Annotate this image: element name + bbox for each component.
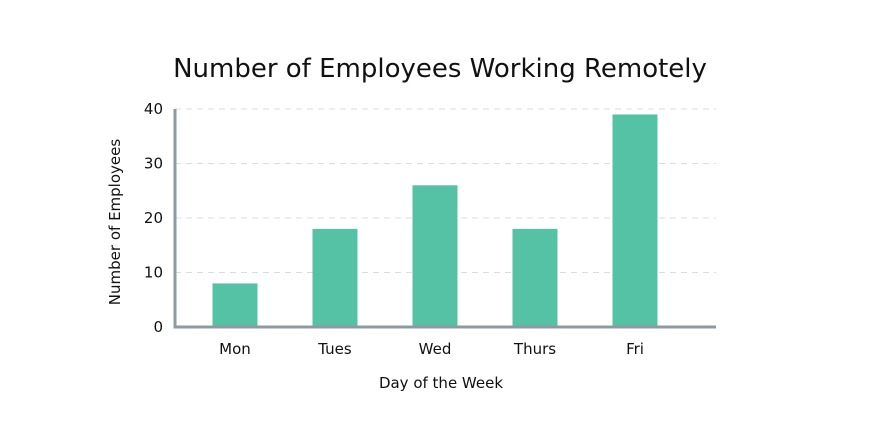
bar-mon: [212, 283, 258, 327]
x-tick-label-fri: Fri: [626, 340, 644, 358]
x-tick-label-mon: Mon: [219, 340, 251, 358]
y-tick-label-10: 10: [144, 264, 163, 282]
y-tick-label-40: 40: [144, 100, 163, 118]
chart-title: Number of Employees Working Remotely: [173, 54, 707, 84]
gridlines: [175, 108, 716, 273]
y-axis-label: Number of Employees: [106, 139, 124, 306]
y-tick-label-0: 0: [153, 318, 163, 336]
bar-thurs: [512, 228, 558, 327]
x-axis-label: Day of the Week: [379, 374, 503, 392]
y-tick-label-20: 20: [144, 209, 163, 227]
bar-wed: [412, 185, 458, 327]
x-tick-labels: Mon Tues Wed Thurs Fri: [219, 340, 644, 358]
bar-fri: [612, 114, 658, 327]
x-tick-label-tues: Tues: [317, 340, 352, 358]
bar-tues: [312, 228, 358, 327]
x-tick-label-thurs: Thurs: [513, 340, 556, 358]
y-tick-label-30: 30: [144, 155, 163, 173]
x-tick-label-wed: Wed: [419, 340, 452, 358]
y-tick-labels: 0 10 20 30 40: [144, 100, 163, 336]
bars: [212, 114, 658, 327]
